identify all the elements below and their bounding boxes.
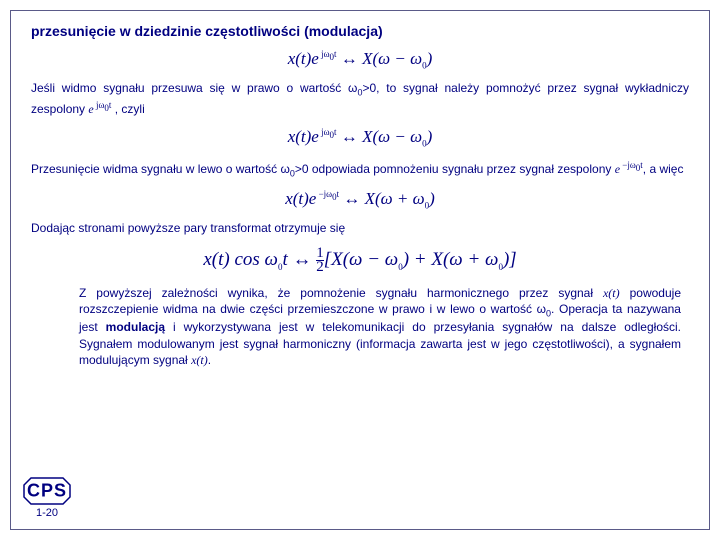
paragraph-4: Z powyższej zależności wynika, że pomnoż… xyxy=(79,285,681,368)
page-container: przesunięcie w dziedzinie częstotliwości… xyxy=(10,10,710,530)
paragraph-1: Jeśli widmo sygnału przesuwa się w prawo… xyxy=(31,80,689,117)
page-number: 1-20 xyxy=(23,507,71,519)
p4-a: Z powyższej zależności wynika, że pomnoż… xyxy=(79,286,603,300)
footer: CPS 1-20 xyxy=(23,477,71,519)
p4-e: . xyxy=(208,353,211,367)
p4-d: i wykorzystywana jest w telekomunikacji … xyxy=(79,320,681,366)
xt-1: x(t) xyxy=(603,286,620,300)
formula-2: x(t)e jω0t ↔ X(ω − ω0) xyxy=(31,127,689,148)
inline-exp-2: e −jω0t xyxy=(615,162,643,176)
f4-right: [X(ω − ω0) + X(ω + ω0)] xyxy=(324,249,517,270)
p2-a: Przesunięcie widma sygnału w lewo o wart… xyxy=(31,162,290,176)
p2-b: >0 odpowiada pomnożeniu sygnału przez sy… xyxy=(295,162,615,176)
paragraph-3: Dodając stronami powyższe pary transform… xyxy=(31,220,689,236)
inline-exp-1: e jω0t xyxy=(88,102,111,116)
modulation-word: modulacją xyxy=(106,320,165,334)
formula-1: x(t)e jω0t ↔ X(ω − ω0) xyxy=(31,49,689,70)
cps-badge: CPS xyxy=(23,477,71,505)
p1-a: Jeśli widmo sygnału przesuwa się w prawo… xyxy=(31,81,357,95)
formula-3: x(t)e −jω0t ↔ X(ω + ω0) xyxy=(31,189,689,210)
formula-4: x(t) cos ω0t ↔ 12[X(ω − ω0) + X(ω + ω0)] xyxy=(31,247,689,275)
f4-left: x(t) cos ω0t ↔ xyxy=(203,249,316,270)
xt-2: x(t) xyxy=(191,353,208,367)
paragraph-2: Przesunięcie widma sygnału w lewo o wart… xyxy=(31,159,689,180)
cps-label: CPS xyxy=(27,481,67,502)
p1-c: , czyli xyxy=(111,102,144,116)
p2-c: , a więc xyxy=(643,162,684,176)
section-title: przesunięcie w dziedzinie częstotliwości… xyxy=(31,23,689,39)
